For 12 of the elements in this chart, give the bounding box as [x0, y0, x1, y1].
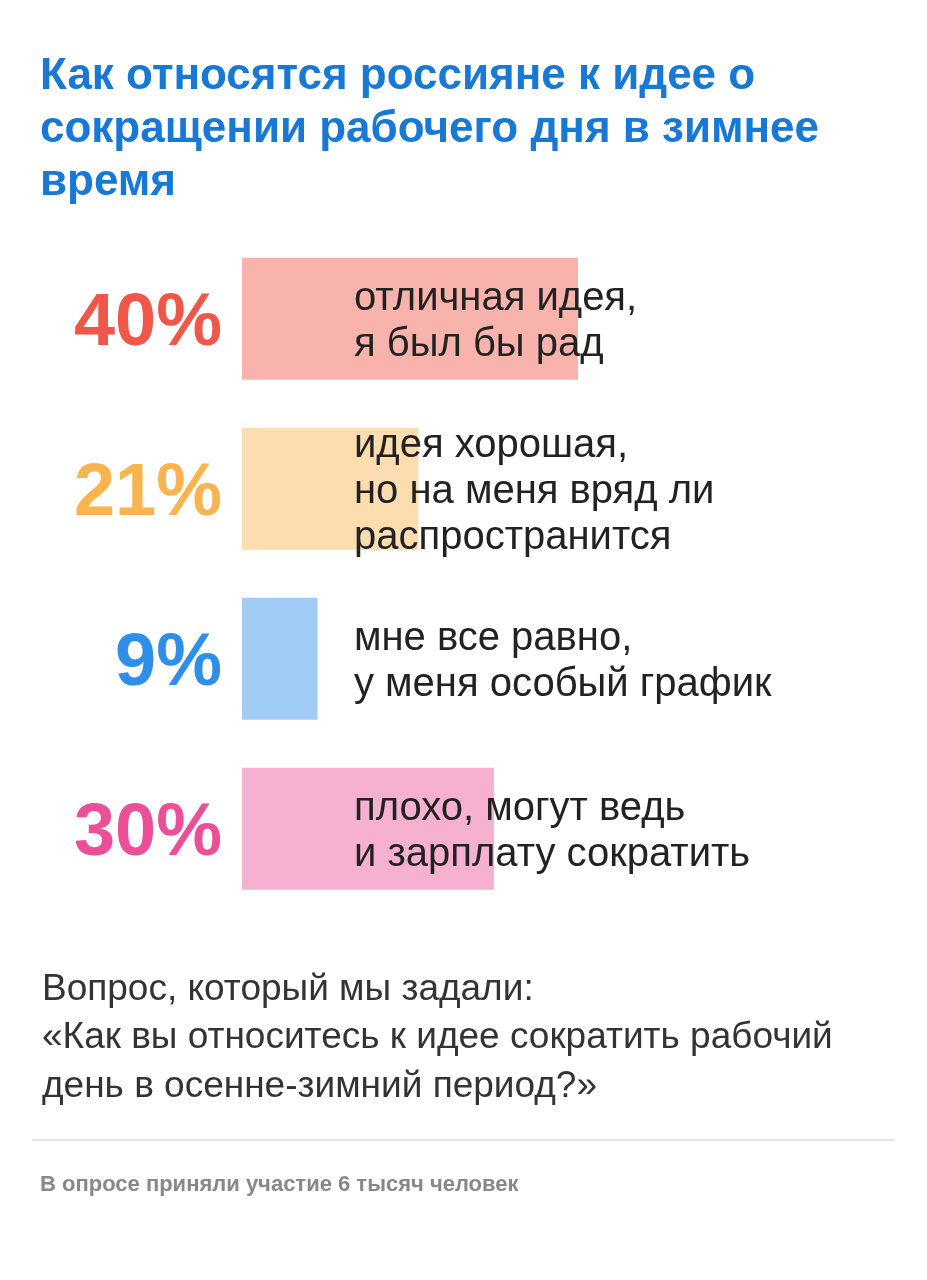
y-tick-label: плохо, могут ведь и зарплату сократить — [354, 784, 751, 875]
text: Вопрос, который мы задали: «Как вы относитесь к идее сократить рабочий день в осенне-зимний период?» — [41, 966, 834, 1107]
y-tick-label: отличная идея, я был бы рад — [354, 274, 638, 365]
y-tick-label: мне все равно, у меня особый график — [354, 614, 773, 705]
data-label: 21% — [73, 447, 222, 531]
chart-title: Как относятся россияне к идее о сокращении рабочего дня в зимнее время — [39, 48, 821, 206]
bar — [242, 598, 318, 721]
y-tick-label: идея хорошая, но на меня вряд ли распространится — [354, 421, 715, 558]
data-label: 9% — [115, 617, 222, 701]
text: В опросе приняли участие 6 тысяч человек — [39, 1169, 520, 1198]
data-label: 30% — [73, 787, 222, 871]
data-label: 40% — [73, 277, 222, 361]
